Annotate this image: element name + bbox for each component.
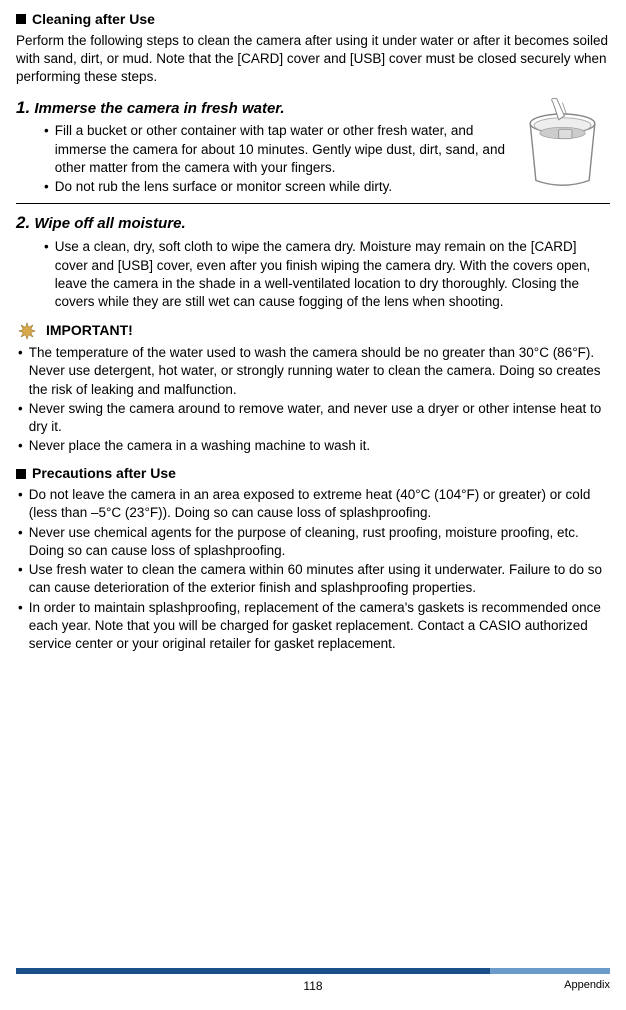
bullet-text: Never use chemical agents for the purpos… — [29, 524, 610, 560]
step-1-bullet-1: • Fill a bucket or other container with … — [44, 122, 507, 177]
bullet-text: Do not rub the lens surface or monitor s… — [55, 178, 507, 196]
bullet-dot: • — [18, 437, 23, 455]
bullet-text: Never swing the camera around to remove … — [29, 400, 610, 436]
step-1-title: 1. Immerse the camera in fresh water. — [16, 97, 507, 120]
precautions-bullet-1: • Do not leave the camera in an area exp… — [18, 486, 610, 522]
section-heading-cleaning: Cleaning after Use — [16, 10, 610, 29]
cleaning-intro: Perform the following steps to clean the… — [16, 32, 610, 87]
step-1-title-text: Immerse the camera in fresh water. — [34, 100, 284, 117]
precautions-bullet-3: • Use fresh water to clean the camera wi… — [18, 561, 610, 597]
footer-section-label: Appendix — [564, 978, 610, 993]
step-1-bullet-2: • Do not rub the lens surface or monitor… — [44, 178, 507, 196]
bullet-text: The temperature of the water used to was… — [29, 344, 610, 399]
heading-text: Precautions after Use — [32, 464, 176, 483]
bucket-illustration-icon — [515, 95, 610, 190]
important-label: IMPORTANT! — [46, 321, 133, 340]
bullet-text: In order to maintain splashproofing, rep… — [29, 599, 610, 654]
bullet-dot: • — [18, 524, 23, 560]
step-2-title-text: Wipe off all moisture. — [34, 215, 185, 232]
bullet-text: Never place the camera in a washing mach… — [29, 437, 610, 455]
bullet-dot: • — [18, 400, 23, 436]
important-bullet-1: • The temperature of the water used to w… — [18, 344, 610, 399]
important-bullet-2: • Never swing the camera around to remov… — [18, 400, 610, 436]
bullet-dot: • — [18, 561, 23, 597]
precautions-bullet-2: • Never use chemical agents for the purp… — [18, 524, 610, 560]
step-2-bullet-1: • Use a clean, dry, soft cloth to wipe t… — [44, 238, 610, 311]
bullet-text: Use a clean, dry, soft cloth to wipe the… — [55, 238, 610, 311]
bullet-dot: • — [44, 178, 49, 196]
bullet-dot: • — [44, 122, 49, 177]
heading-text: Cleaning after Use — [32, 10, 155, 29]
bullet-dot: • — [18, 599, 23, 654]
bullet-text: Fill a bucket or other container with ta… — [55, 122, 507, 177]
important-bullet-3: • Never place the camera in a washing ma… — [18, 437, 610, 455]
starburst-icon — [18, 322, 36, 340]
page-number: 118 — [303, 978, 322, 994]
step-2-number: 2. — [16, 213, 30, 232]
step-2: 2. Wipe off all moisture. • Use a clean,… — [16, 212, 610, 311]
important-heading: IMPORTANT! — [16, 321, 610, 340]
section-heading-precautions: Precautions after Use — [16, 464, 610, 483]
page-footer: 118 Appendix — [16, 968, 610, 994]
divider — [16, 203, 610, 204]
bullet-text: Do not leave the camera in an area expos… — [29, 486, 610, 522]
precautions-bullet-4: • In order to maintain splashproofing, r… — [18, 599, 610, 654]
footer-bar — [16, 968, 610, 974]
square-bullet-icon — [16, 14, 26, 24]
step-2-title: 2. Wipe off all moisture. — [16, 212, 610, 235]
bullet-dot: • — [18, 486, 23, 522]
square-bullet-icon — [16, 469, 26, 479]
bullet-text: Use fresh water to clean the camera with… — [29, 561, 610, 597]
bullet-dot: • — [18, 344, 23, 399]
step-1: 1. Immerse the camera in fresh water. • … — [16, 97, 610, 198]
step-1-number: 1. — [16, 98, 30, 117]
bullet-dot: • — [44, 238, 49, 311]
